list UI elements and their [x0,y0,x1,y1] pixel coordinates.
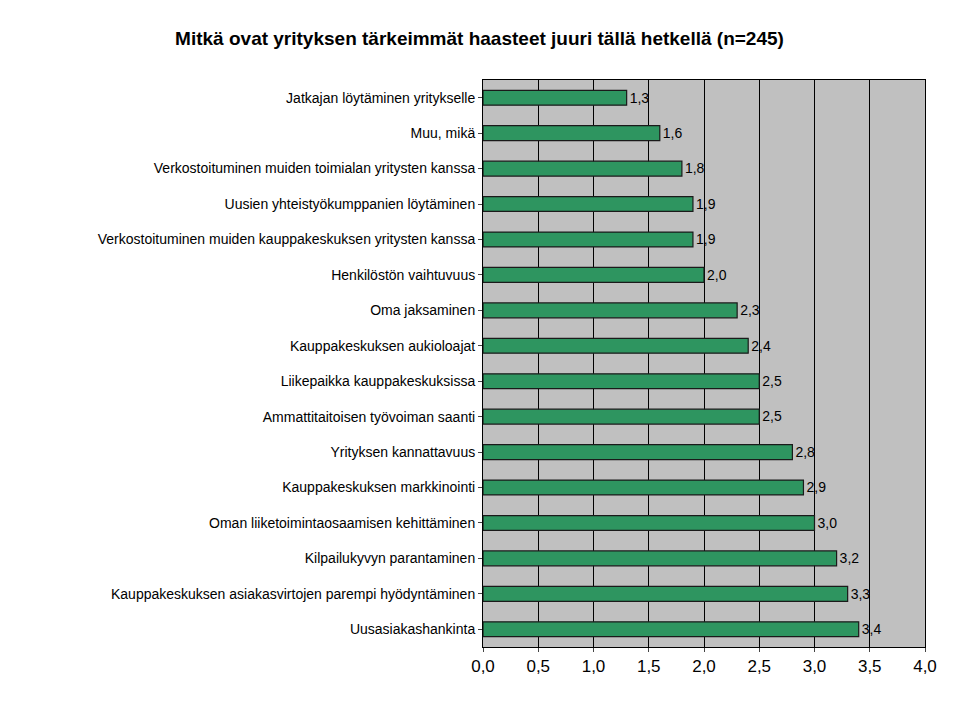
svg-text:4,0: 4,0 [913,657,937,676]
svg-text:Uusasiakashankinta: Uusasiakashankinta [350,621,476,637]
svg-text:1,9: 1,9 [696,196,716,212]
svg-text:Uusien yhteistyökumppanien löy: Uusien yhteistyökumppanien löytäminen [225,196,476,212]
svg-text:2,3: 2,3 [740,302,760,318]
svg-text:Verkostoituminen muiden kauppa: Verkostoituminen muiden kauppakeskuksen … [98,231,476,247]
svg-text:2,0: 2,0 [692,657,716,676]
svg-text:2,5: 2,5 [747,657,771,676]
svg-text:1,8: 1,8 [685,160,705,176]
svg-text:Yrityksen kannattavuus: Yrityksen kannattavuus [330,444,475,460]
svg-text:Muu, mikä: Muu, mikä [411,125,476,141]
svg-text:3,4: 3,4 [862,621,882,637]
svg-text:3,0: 3,0 [818,515,838,531]
svg-text:Kauppakeskuksen asiakasvirtoje: Kauppakeskuksen asiakasvirtojen parempi … [111,586,475,602]
svg-text:2,5: 2,5 [762,373,782,389]
svg-text:2,0: 2,0 [707,267,727,283]
svg-text:3,3: 3,3 [851,586,871,602]
svg-text:1,3: 1,3 [630,90,650,106]
svg-text:1,6: 1,6 [663,125,683,141]
svg-text:2,5: 2,5 [762,408,782,424]
svg-text:0,5: 0,5 [526,657,550,676]
svg-text:Oman liiketoimintaosaamisen ke: Oman liiketoimintaosaamisen kehittäminen [209,515,475,531]
svg-text:Henkilöstön vaihtuvuus: Henkilöstön vaihtuvuus [331,267,475,283]
svg-text:Verkostoituminen muiden toimia: Verkostoituminen muiden toimialan yritys… [154,160,476,176]
svg-text:2,9: 2,9 [806,479,826,495]
svg-text:3,5: 3,5 [858,657,882,676]
svg-text:Kauppakeskuksen aukioloajat: Kauppakeskuksen aukioloajat [290,338,475,354]
svg-text:2,4: 2,4 [751,338,771,354]
svg-text:1,5: 1,5 [637,657,661,676]
svg-text:Liikepaikka kauppakeskuksissa: Liikepaikka kauppakeskuksissa [281,373,476,389]
svg-text:Oma jaksaminen: Oma jaksaminen [370,302,475,318]
svg-text:1,9: 1,9 [696,231,716,247]
svg-text:Ammattitaitoisen työvoiman saa: Ammattitaitoisen työvoiman saanti [263,409,475,425]
svg-text:3,2: 3,2 [840,550,860,566]
svg-text:Kilpailukyvyn parantaminen: Kilpailukyvyn parantaminen [305,550,475,566]
svg-text:0,0: 0,0 [471,657,495,676]
svg-text:3,0: 3,0 [803,657,827,676]
svg-text:Mitkä ovat yrityksen tärkeimmä: Mitkä ovat yrityksen tärkeimmät haasteet… [175,28,784,49]
svg-text:2,8: 2,8 [795,444,815,460]
svg-text:Kauppakeskuksen markkinointi: Kauppakeskuksen markkinointi [282,479,475,495]
svg-text:Jatkajan löytäminen yrityksell: Jatkajan löytäminen yritykselle [286,90,475,106]
svg-text:1,0: 1,0 [582,657,606,676]
